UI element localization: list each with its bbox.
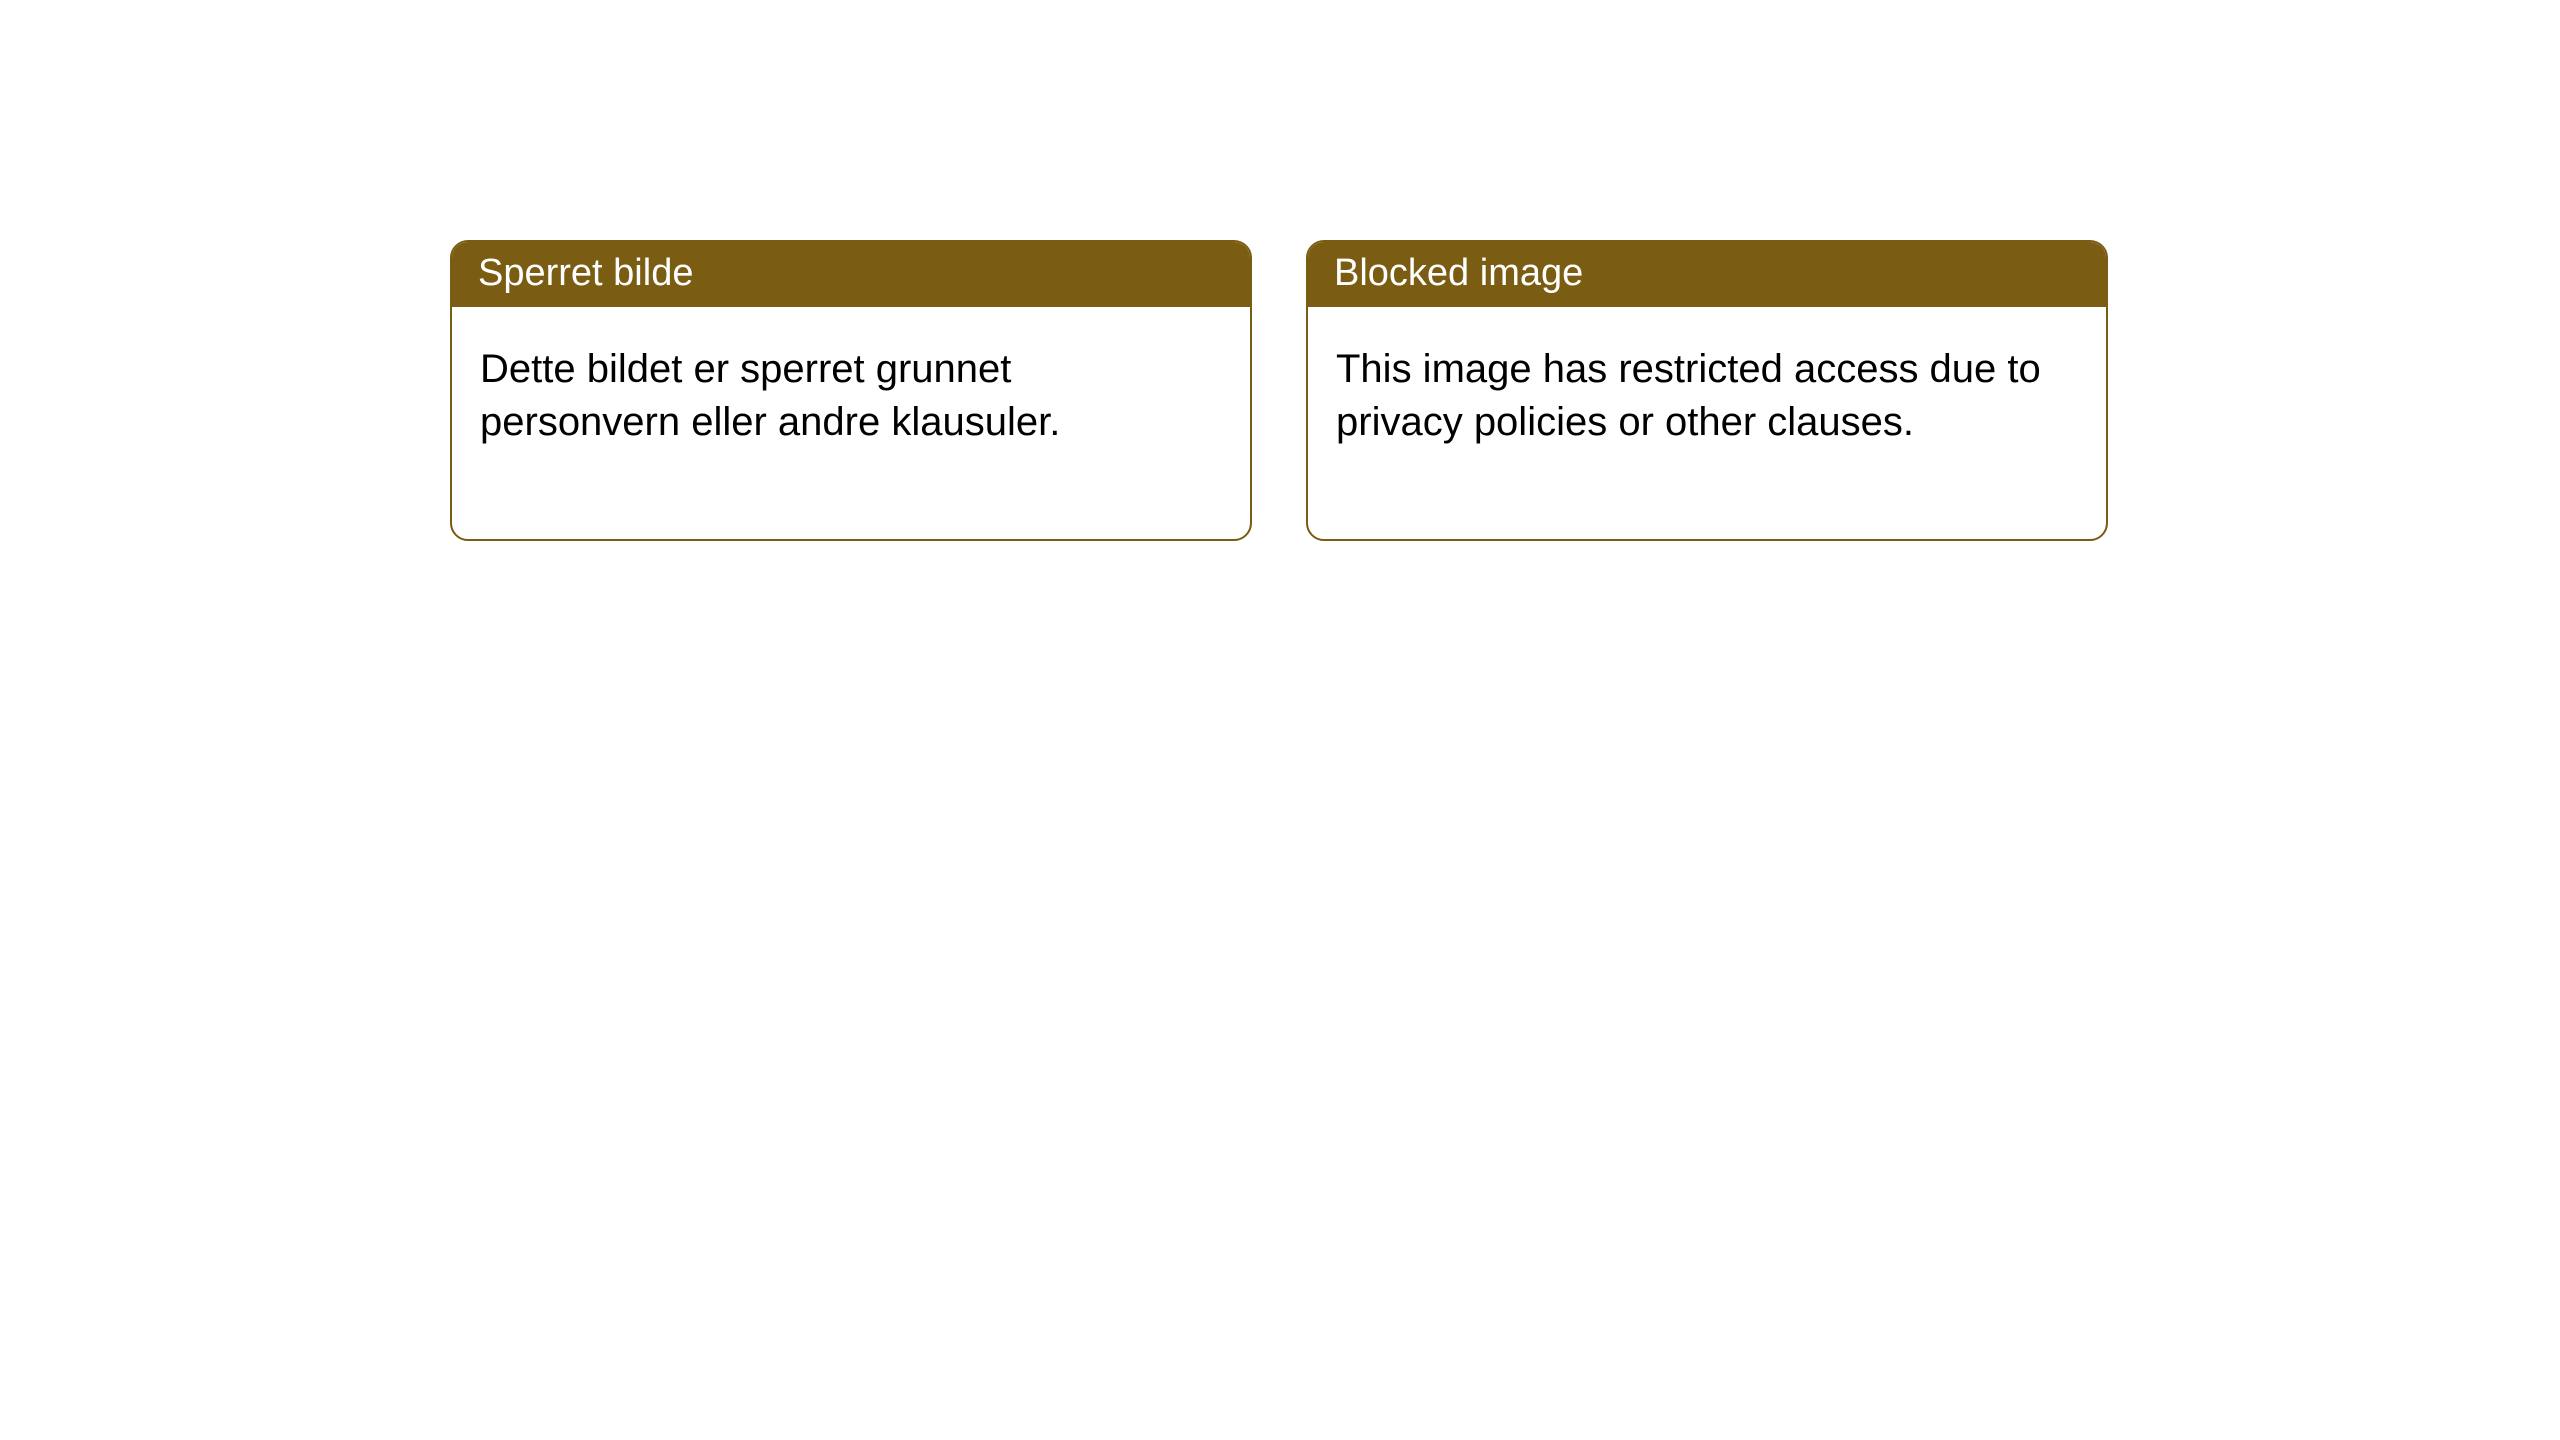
notice-card-english: Blocked image This image has restricted … [1306,240,2108,541]
notice-card-norwegian: Sperret bilde Dette bildet er sperret gr… [450,240,1252,541]
card-header: Sperret bilde [452,242,1250,307]
notice-container: Sperret bilde Dette bildet er sperret gr… [450,240,2108,541]
card-title: Sperret bilde [478,252,693,294]
card-header: Blocked image [1308,242,2106,307]
card-body: Dette bildet er sperret grunnet personve… [452,307,1250,539]
card-body-text: Dette bildet er sperret grunnet personve… [480,347,1060,444]
card-body: This image has restricted access due to … [1308,307,2106,539]
card-title: Blocked image [1334,252,1583,294]
card-body-text: This image has restricted access due to … [1336,347,2041,444]
